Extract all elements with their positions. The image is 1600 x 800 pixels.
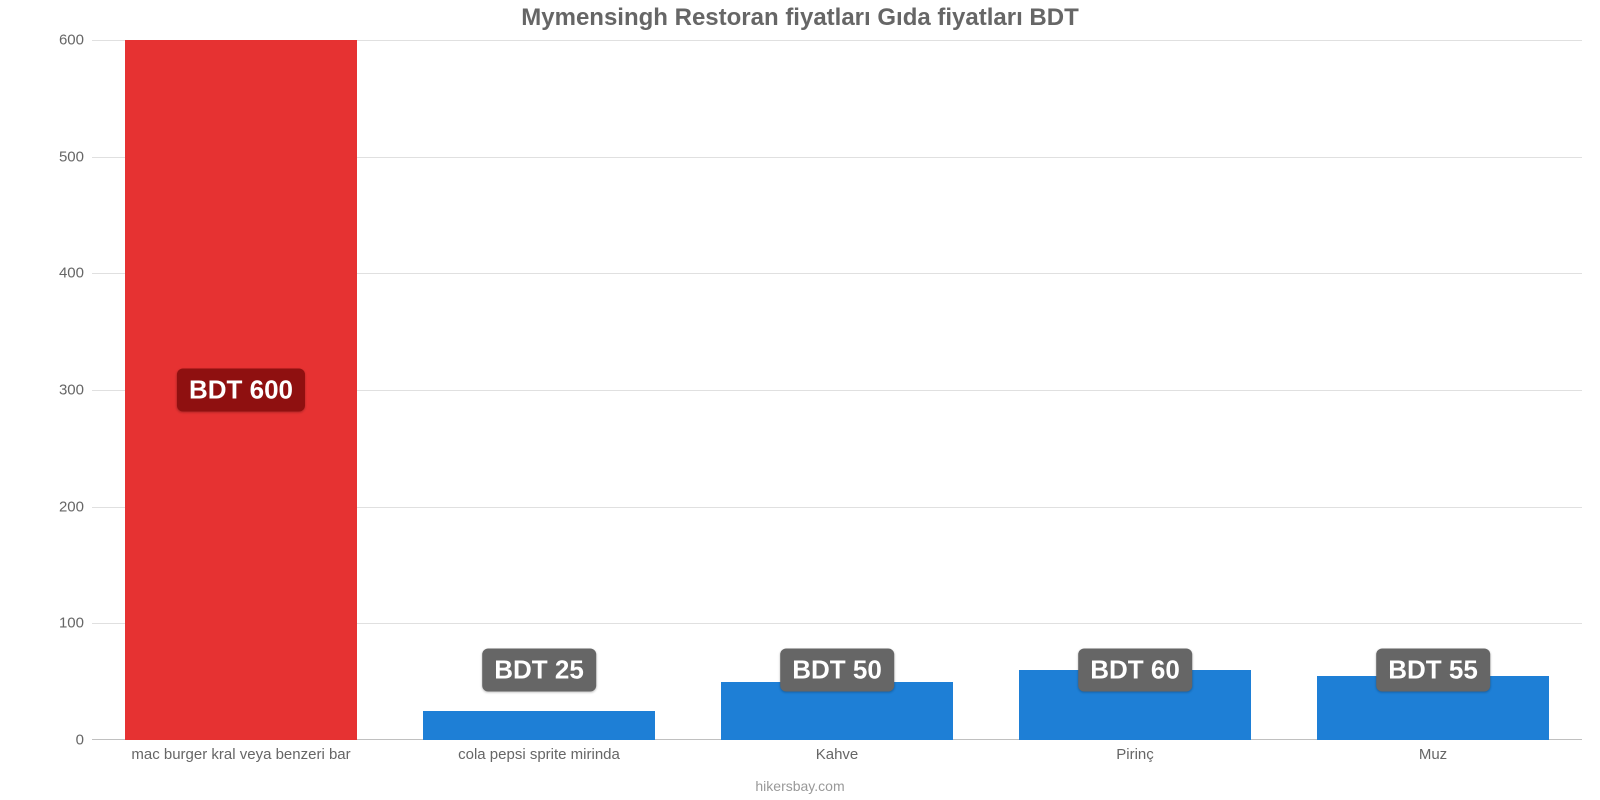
plot-area: 0100200300400500600mac burger kral veya … <box>92 40 1582 740</box>
x-tick-label: Pirinç <box>1116 740 1154 763</box>
value-badge: BDT 50 <box>780 649 894 692</box>
y-tick-label: 100 <box>59 615 92 632</box>
x-tick-label: mac burger kral veya benzeri bar <box>131 740 350 763</box>
y-tick-label: 600 <box>59 32 92 49</box>
y-tick-label: 400 <box>59 265 92 282</box>
y-tick-label: 500 <box>59 148 92 165</box>
value-badge: BDT 25 <box>482 649 596 692</box>
value-badge: BDT 600 <box>177 369 305 412</box>
bar <box>423 711 655 740</box>
x-tick-label: Kahve <box>816 740 859 763</box>
x-tick-label: cola pepsi sprite mirinda <box>458 740 620 763</box>
value-badge: BDT 60 <box>1078 649 1192 692</box>
chart-credit: hikersbay.com <box>0 778 1600 794</box>
chart-title: Mymensingh Restoran fiyatları Gıda fiyat… <box>0 4 1600 32</box>
y-tick-label: 200 <box>59 498 92 515</box>
y-tick-label: 300 <box>59 382 92 399</box>
y-tick-label: 0 <box>76 732 92 749</box>
x-tick-label: Muz <box>1419 740 1447 763</box>
value-badge: BDT 55 <box>1376 649 1490 692</box>
